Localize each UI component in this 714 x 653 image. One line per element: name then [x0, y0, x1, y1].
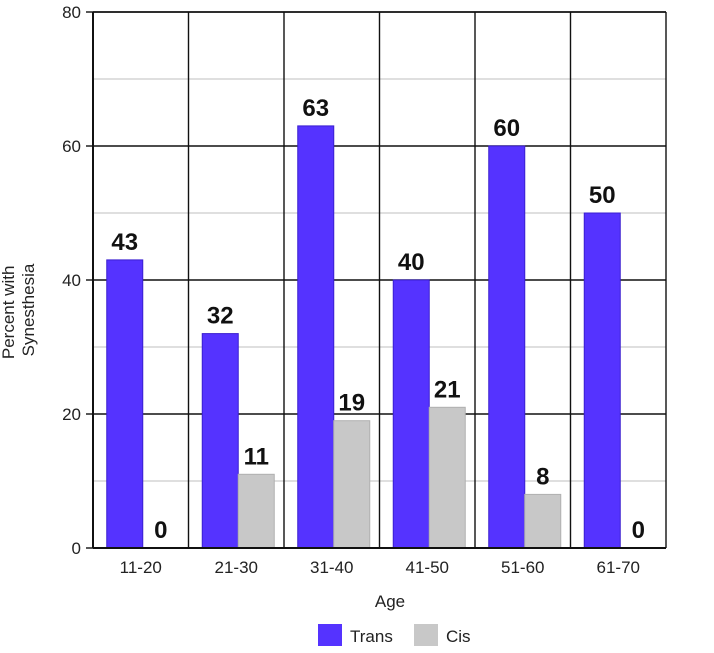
bar-trans-41-50	[392, 279, 430, 549]
legend-swatch-trans	[318, 624, 342, 646]
x-tick-label: 21-30	[215, 558, 258, 577]
value-label-trans-21-30: 32	[207, 303, 234, 330]
x-tick-label: 51-60	[501, 558, 544, 577]
value-labels-layer: 43 0 32 11 63 19 40 21 60 8 50 0	[111, 95, 645, 544]
x-tick-label: 41-50	[406, 558, 449, 577]
value-label-cis-31-40: 19	[338, 390, 365, 417]
x-axis-title: Age	[375, 592, 405, 611]
value-label-trans-41-50: 40	[398, 249, 425, 276]
y-axis-title: Percent with Synesthesia	[0, 261, 38, 359]
axis-layer	[86, 11, 667, 549]
value-label-cis-51-60: 8	[536, 463, 549, 490]
grid-layer	[93, 11, 666, 548]
value-label-trans-51-60: 60	[493, 115, 520, 142]
bar-cis-31-40	[333, 420, 371, 549]
bar-cis-41-50	[428, 406, 466, 549]
bar-trans-21-30	[201, 333, 239, 549]
bar-trans-51-60	[488, 145, 526, 549]
y-tick-label: 40	[62, 271, 81, 290]
value-label-cis-41-50: 21	[434, 376, 461, 403]
value-label-trans-31-40: 63	[302, 95, 329, 122]
bar-trans-31-40	[297, 125, 335, 549]
x-tick-label: 11-20	[120, 558, 162, 577]
y-tick-labels: 0 20 40 60 80	[62, 3, 81, 558]
x-tick-label: 31-40	[310, 558, 353, 577]
legend-swatch-cis	[414, 624, 438, 646]
bar-cis-51-60	[524, 493, 562, 549]
bars-layer	[106, 125, 621, 549]
legend-label-trans: Trans	[350, 627, 393, 646]
value-label-trans-61-70: 50	[589, 182, 616, 209]
bar-trans-61-70	[583, 212, 621, 549]
y-tick-label: 80	[62, 3, 81, 22]
x-tick-labels: 11-20 21-30 31-40 41-50 51-60 61-70	[120, 558, 640, 577]
y-tick-label: 0	[72, 539, 81, 558]
y-tick-label: 20	[62, 405, 81, 424]
y-axis-title-line-1: Percent with	[0, 266, 18, 360]
bar-trans-11-20	[106, 259, 144, 549]
value-label-trans-11-20: 43	[111, 229, 138, 256]
y-tick-label: 60	[62, 137, 81, 156]
x-tick-label: 61-70	[597, 558, 640, 577]
value-label-cis-61-70: 0	[632, 517, 645, 544]
value-label-cis-11-20: 0	[154, 517, 167, 544]
legend: Trans Cis	[318, 624, 471, 646]
legend-label-cis: Cis	[446, 627, 471, 646]
value-label-cis-21-30: 11	[244, 443, 269, 470]
y-axis-title-line-2: Synesthesia	[19, 263, 38, 356]
bar-cis-21-30	[237, 473, 275, 549]
